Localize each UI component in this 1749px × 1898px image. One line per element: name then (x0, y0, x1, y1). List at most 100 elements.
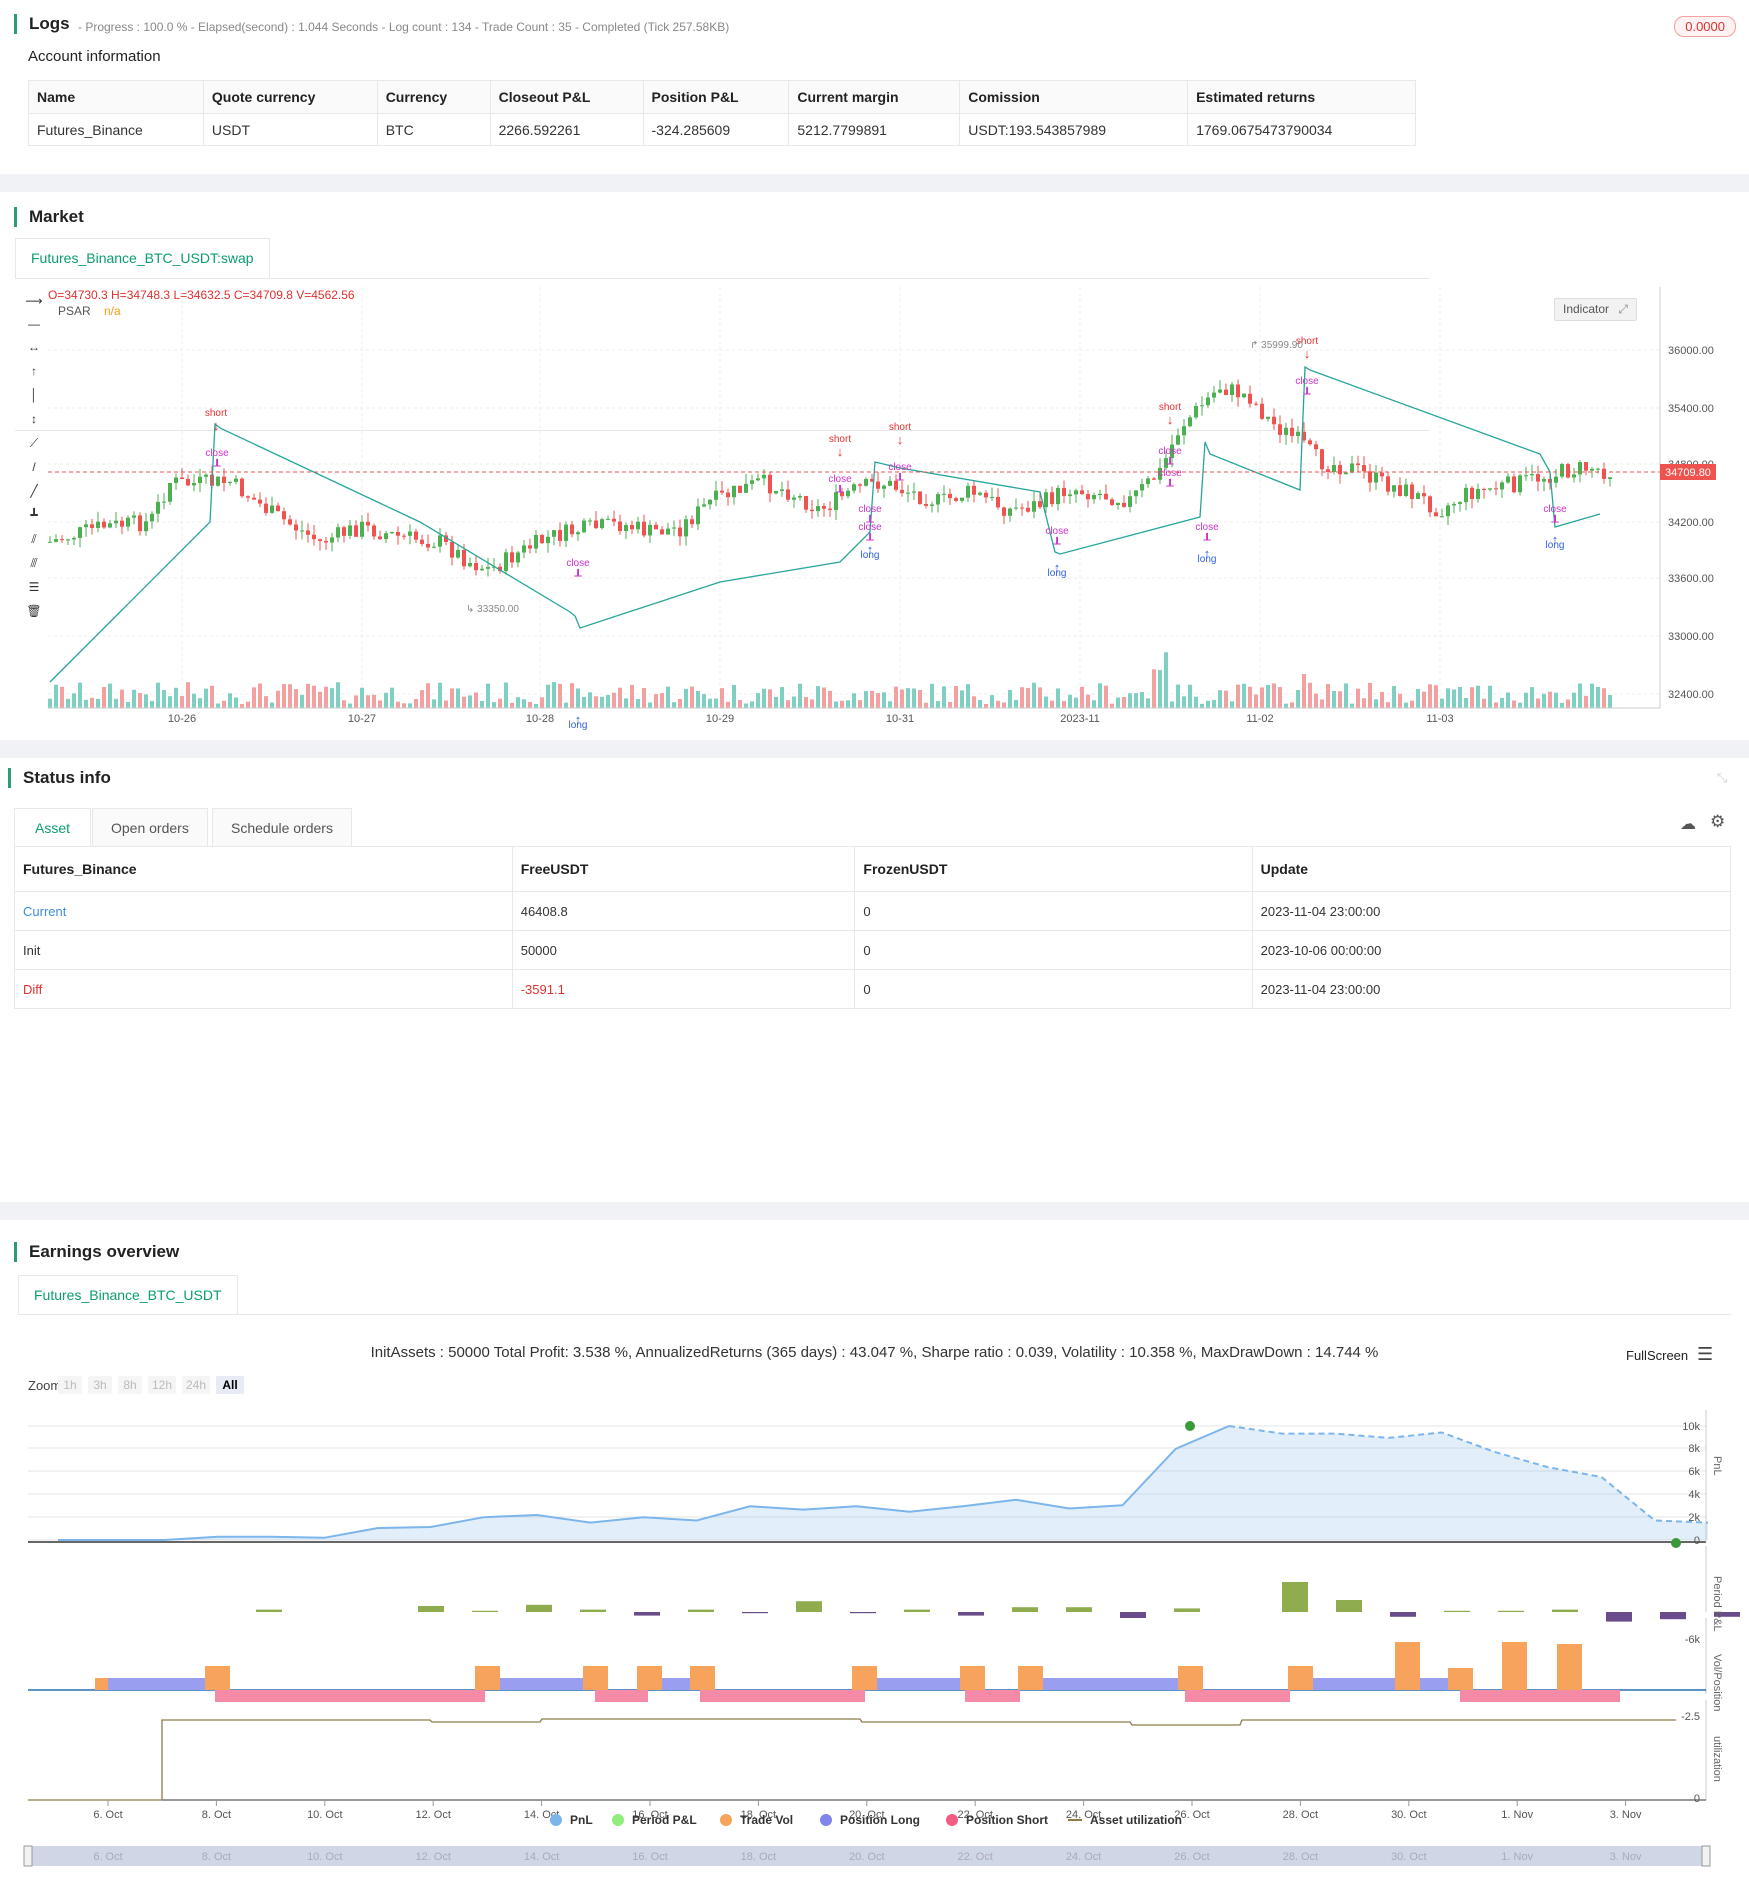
account-header-cell: Currency (376, 80, 491, 114)
price-line-icon[interactable]: ┻ (30, 508, 38, 522)
legend-item[interactable]: Position Short (966, 1813, 1048, 1827)
legend-item[interactable]: PnL (570, 1813, 593, 1827)
time-tick: 10-29 (706, 713, 734, 725)
navigator[interactable] (24, 1846, 1710, 1866)
zoom-3h-button[interactable]: 3h (88, 1376, 112, 1394)
volume-bar (1500, 697, 1504, 708)
volume-bar (684, 688, 688, 708)
candle-body (1446, 505, 1450, 517)
tab-earnings-symbol[interactable]: Futures_Binance_BTC_USDT (18, 1275, 238, 1315)
signal-long-label: long (1546, 540, 1565, 551)
candle-body (606, 518, 610, 520)
fib-channel-icon[interactable]: ⫻ (30, 556, 38, 570)
trade-vol-bar (205, 1666, 230, 1690)
fullscreen-button[interactable]: FullScreen (1626, 1348, 1689, 1363)
high-label-value: 35999.90 (1261, 340, 1303, 351)
earnings-chart: 10k 8k 6k 4k 2k 0 PnL Period P&L Vol/Position uti… (23, 1410, 1740, 1867)
zoom-24h-button[interactable]: 24h (182, 1376, 210, 1394)
earnings-title: Earnings overview (14, 1242, 179, 1262)
volume-bar (216, 703, 220, 708)
candle-body (1488, 488, 1492, 490)
vertical-segment-icon[interactable]: ↕ (31, 412, 37, 426)
volume-bar (282, 684, 286, 708)
tab-asset[interactable]: Asset (14, 808, 92, 848)
candle-body (594, 520, 598, 529)
volume-bar (756, 693, 760, 708)
legend-item[interactable]: Period P&L (632, 1813, 697, 1827)
trash-icon[interactable]: 🗑 (26, 604, 42, 618)
zoom-All-button[interactable]: All (216, 1376, 244, 1394)
candle-body (288, 519, 292, 525)
period-pnl-bar (1714, 1612, 1740, 1617)
fib-retracement-icon[interactable]: ☰ (28, 580, 40, 594)
signal-close-label: close (205, 448, 229, 459)
vertical-line-icon[interactable]: │ (30, 388, 38, 402)
zoom-8h-button[interactable]: 8h (118, 1376, 142, 1394)
horizontal-segment-icon[interactable]: ↔ (28, 340, 40, 354)
candle-body (1032, 501, 1036, 512)
volume-bar (396, 701, 400, 708)
volume-bar (894, 686, 898, 708)
candle-body (366, 521, 370, 526)
close-marker-icon: ┸ (836, 484, 844, 499)
volume-bar (1428, 684, 1432, 708)
candle-body (264, 503, 268, 513)
candle-body (684, 519, 688, 537)
volume-bar (1182, 696, 1186, 708)
candle-body (1596, 468, 1600, 470)
tab-market-symbol[interactable]: Futures_Binance_BTC_USDT:swap (15, 238, 270, 278)
tab-schedule-orders[interactable]: Schedule orders (212, 808, 352, 848)
trade-vol-bar (690, 1666, 715, 1690)
navigator-left-handle[interactable] (23, 1845, 33, 1867)
volume-bar (1248, 686, 1252, 708)
volume-bar (1002, 702, 1006, 708)
volume-bar (462, 696, 466, 708)
pnl-tick: 8k (1688, 1443, 1700, 1455)
horizontal-line-icon[interactable]: — (28, 317, 40, 331)
candle-body (1134, 490, 1138, 497)
volume-bar (456, 688, 460, 708)
collapse-icon[interactable]: ⤡ (1717, 770, 1728, 785)
legend-item[interactable]: Trade Vol (740, 1813, 793, 1827)
period-pnl-bar (1444, 1610, 1470, 1612)
horizontal-ray-icon[interactable]: ⟶ (25, 294, 43, 308)
trend-ray-icon[interactable]: ⟋ (29, 436, 39, 450)
period-pnl-bar (1012, 1607, 1038, 1612)
position-short-bar (700, 1690, 865, 1702)
volume-bar (1554, 692, 1558, 708)
legend-item[interactable]: Position Long (840, 1813, 920, 1827)
tab-open-orders[interactable]: Open orders (92, 808, 208, 848)
period-pnl-bar (418, 1606, 444, 1612)
parallel-lines-icon[interactable]: ⫽ (31, 532, 37, 546)
signal-close-label: close (1045, 526, 1069, 537)
period-pnl-bar (1498, 1610, 1524, 1612)
candle-body (798, 495, 802, 498)
volume-bar (666, 686, 670, 708)
legend-item[interactable]: Asset utilization (1090, 1813, 1182, 1827)
trend-line-icon[interactable]: / (32, 460, 36, 474)
volume-bar (1338, 691, 1342, 708)
volume-bar (1512, 700, 1516, 708)
gear-icon[interactable]: ⚙ (1710, 812, 1726, 831)
volume-bar (1020, 687, 1024, 708)
volume-bar (1290, 702, 1294, 708)
trend-segment-icon[interactable]: ╱ (30, 484, 38, 498)
volume-bar (522, 699, 526, 708)
zoom-1h-button[interactable]: 1h (58, 1376, 82, 1394)
account-header-cell: Closeout P&L (489, 80, 644, 114)
candle-body (1044, 492, 1048, 508)
candle-body (834, 492, 838, 511)
candle-body (690, 519, 694, 525)
candle-body (708, 499, 712, 505)
navigator-right-handle[interactable] (1701, 1845, 1711, 1867)
candle-body (462, 549, 466, 567)
zoom-12h-button[interactable]: 12h (148, 1376, 176, 1394)
menu-icon[interactable]: ☰ (1697, 1344, 1714, 1364)
candle-body (570, 524, 574, 535)
signal-close-label: close (1158, 468, 1182, 479)
volume-bar (132, 689, 136, 708)
short-arrow-icon: ↓ (837, 444, 844, 459)
cloud-download-icon[interactable]: ☁ (1680, 816, 1696, 833)
indicator-button[interactable]: Indicator ⤢ (1554, 298, 1637, 321)
vertical-ray-icon[interactable]: ↑ (31, 364, 37, 378)
